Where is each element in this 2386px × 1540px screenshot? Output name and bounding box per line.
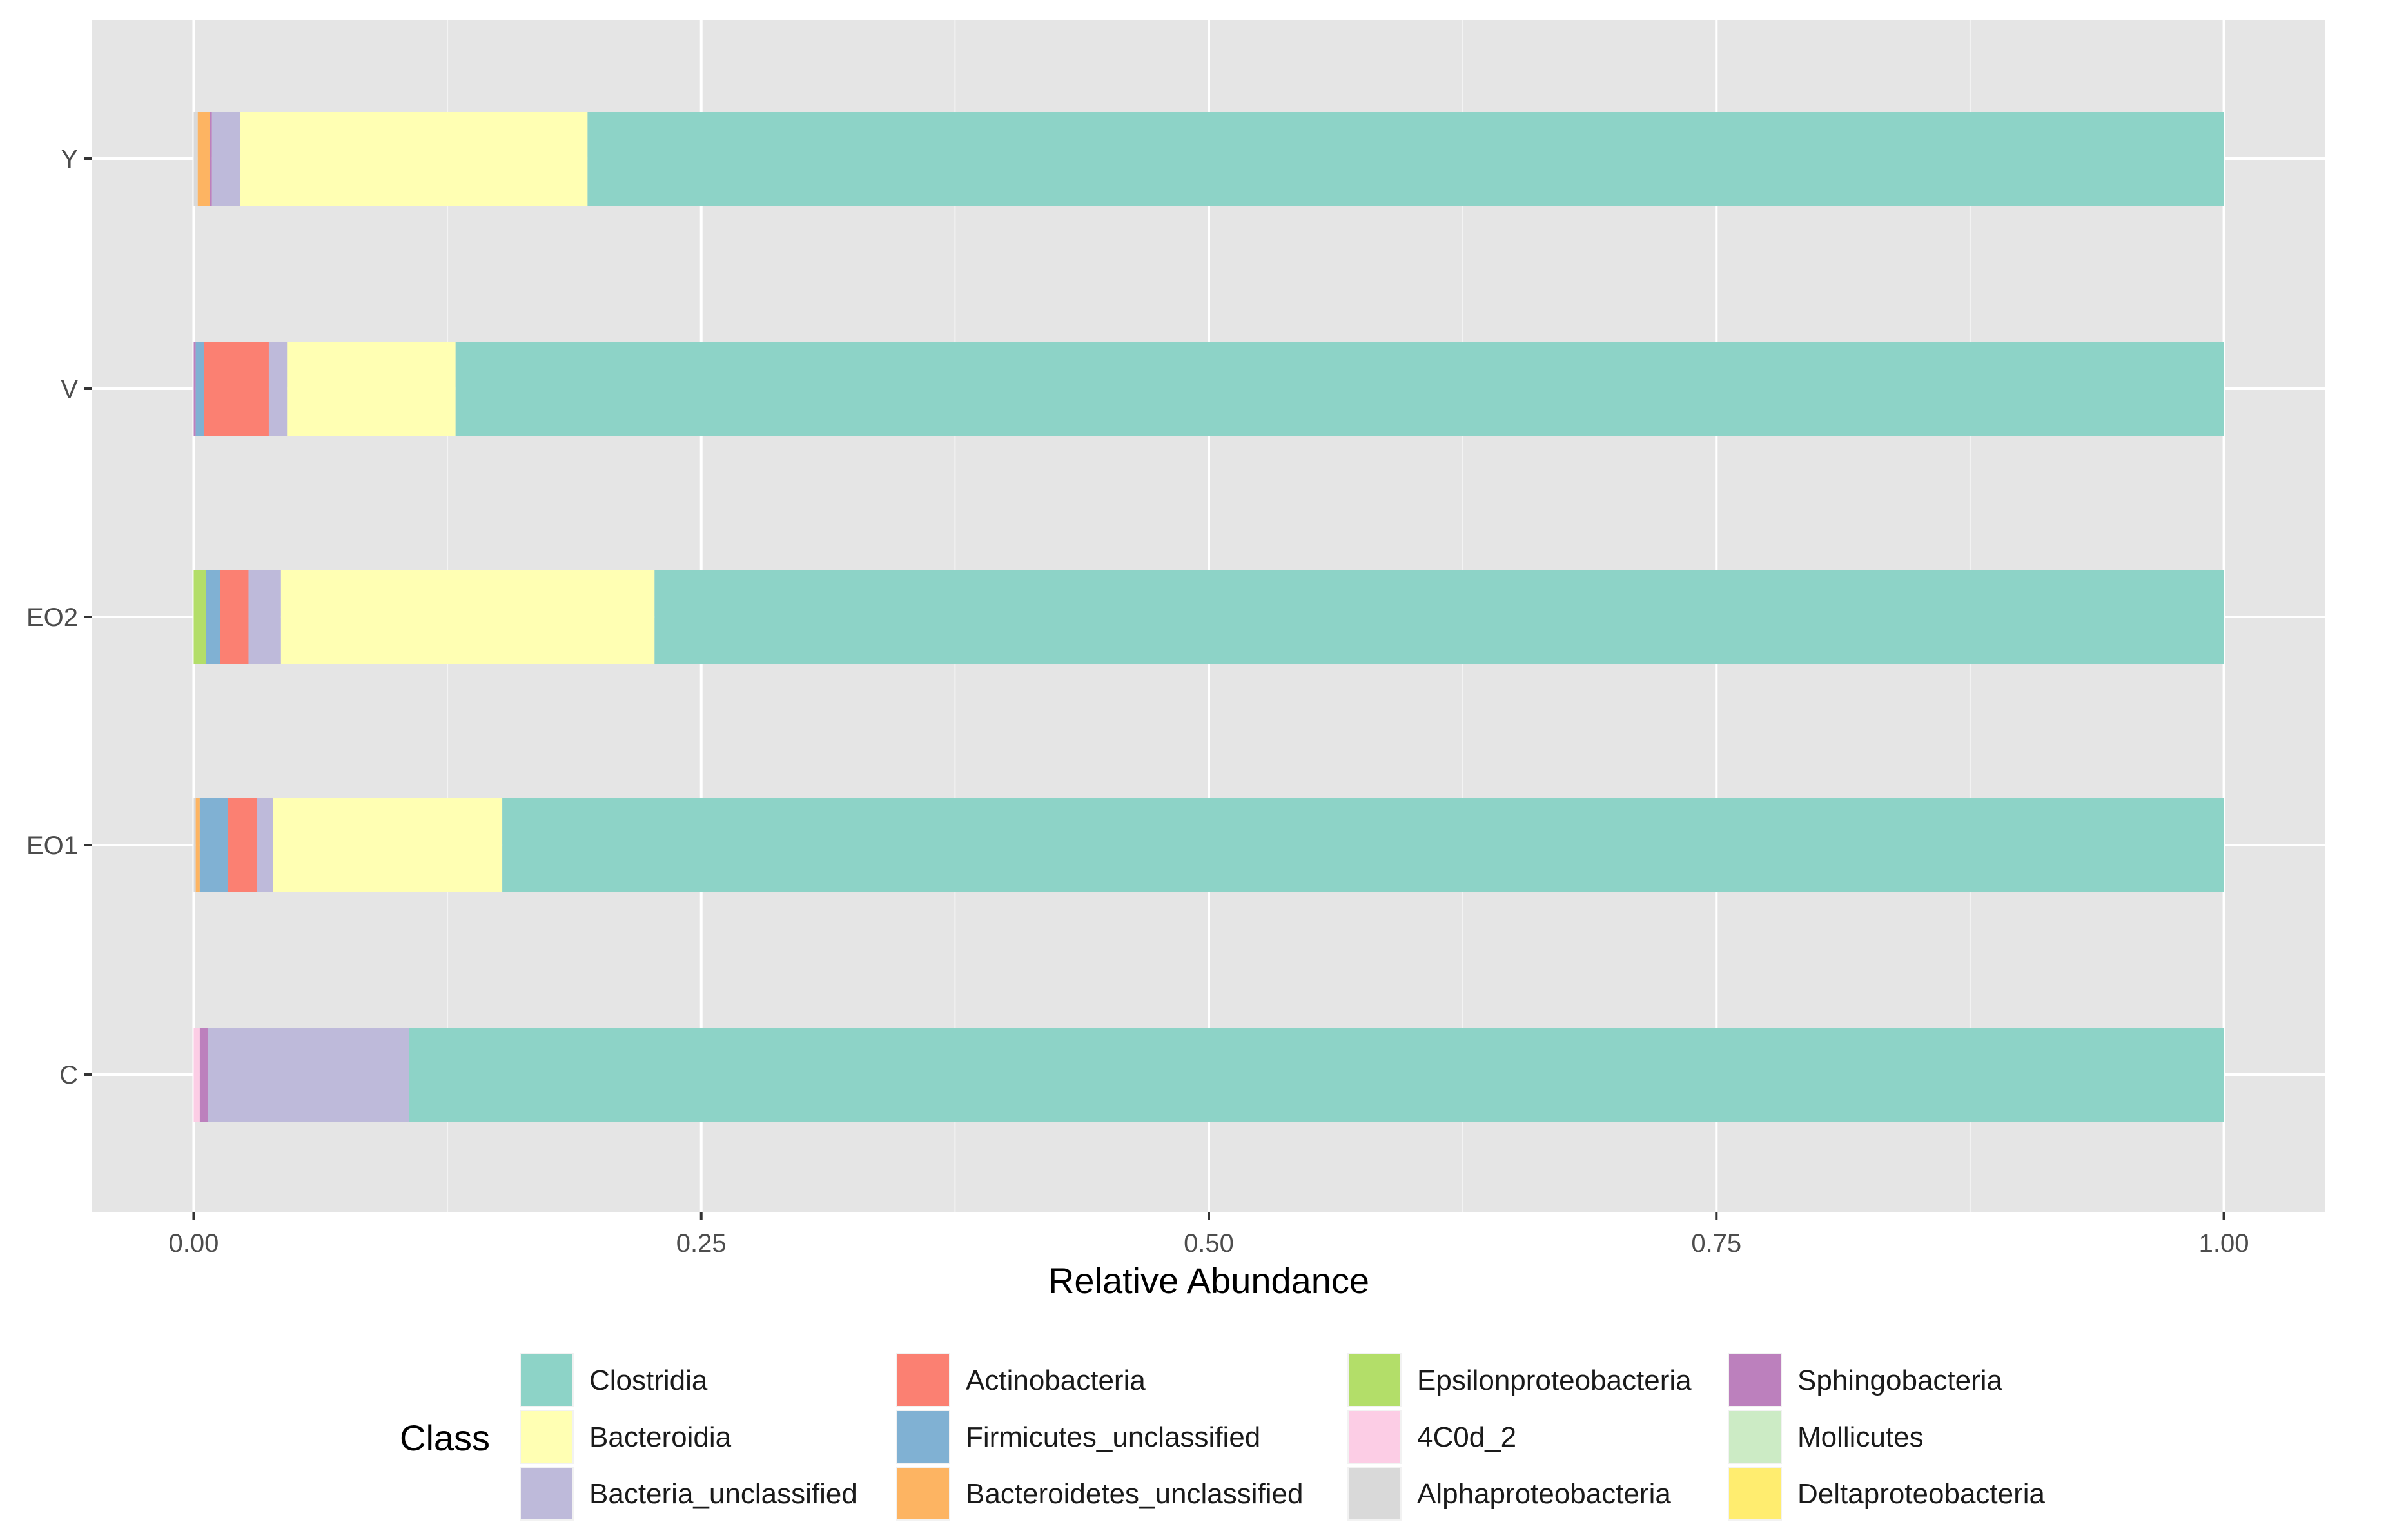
legend: Class Clostridia Bacteroidia Bacteria_uncl… [400, 1353, 2046, 1521]
bar-segment [502, 798, 2224, 892]
legend-label: Bacteroidia [589, 1421, 732, 1453]
legend-label: Mollicutes [1797, 1421, 1924, 1453]
bar-segment [211, 112, 240, 206]
legend-swatch [1349, 1411, 1400, 1463]
bar-segment [248, 570, 281, 664]
bar-segment [220, 570, 249, 664]
y-tick-label: EO2 [26, 603, 78, 632]
bar-segment [257, 798, 273, 892]
bar-segment [268, 342, 288, 436]
bar-segment [280, 570, 655, 664]
bar-segment [210, 112, 212, 206]
legend-swatch [897, 1354, 949, 1406]
bar-segment [195, 342, 204, 436]
legend-label: Firmicutes_unclassified [966, 1421, 1260, 1453]
bar-segment [193, 342, 196, 436]
legend-title: Class [400, 1418, 490, 1458]
bar-segment [273, 798, 503, 892]
bar-segment [193, 798, 196, 892]
bar-segment [587, 112, 2224, 206]
legend-swatch [1729, 1411, 1781, 1463]
bar-segment [208, 1028, 409, 1122]
y-axis: Y V EO2 EO1 C [26, 145, 92, 1089]
bar-segment [206, 570, 220, 664]
bar-segment [654, 570, 2224, 664]
x-tick-label: 0.75 [1691, 1229, 1741, 1258]
x-tick-label: 1.00 [2199, 1229, 2249, 1258]
legend-swatch [1349, 1354, 1400, 1406]
legend-swatch [1729, 1468, 1781, 1519]
legend-label: Alphaproteobacteria [1417, 1478, 1671, 1510]
legend-label: Bacteroidetes_unclassified [966, 1478, 1303, 1510]
legend-label: Deltaproteobacteria [1797, 1478, 2046, 1510]
x-tick-label: 0.00 [169, 1229, 219, 1258]
legend-swatch [1349, 1468, 1400, 1519]
legend-label: 4C0d_2 [1417, 1421, 1516, 1453]
x-axis-title: Relative Abundance [1048, 1260, 1369, 1301]
x-tick-label: 0.25 [676, 1229, 727, 1258]
bar-segment [240, 112, 588, 206]
bar-series [193, 112, 2224, 1122]
y-tick-label: C [59, 1061, 78, 1089]
legend-swatch [521, 1468, 572, 1519]
y-tick-label: V [61, 375, 78, 404]
bar-segment [455, 342, 2224, 436]
legend-swatch [521, 1354, 572, 1406]
bar-segment [193, 1028, 200, 1122]
y-tick-label: EO1 [26, 832, 78, 860]
legend-swatch [897, 1411, 949, 1463]
bar-segment [193, 570, 206, 664]
legend-swatch [521, 1411, 572, 1463]
x-tick-label: 0.50 [1184, 1229, 1234, 1258]
bar-segment [195, 798, 200, 892]
legend-swatch [897, 1468, 949, 1519]
x-axis: 0.00 0.25 0.50 0.75 1.00 [169, 1212, 2249, 1258]
bar-segment [228, 798, 257, 892]
legend-label: Epsilonproteobacteria [1417, 1365, 1692, 1396]
bar-segment [199, 1028, 208, 1122]
bar-segment [199, 798, 228, 892]
bar-segment [193, 112, 198, 206]
legend-label: Sphingobacteria [1797, 1365, 2003, 1396]
y-tick-label: Y [61, 145, 78, 173]
legend-label: Actinobacteria [966, 1365, 1146, 1396]
bar-segment [204, 342, 269, 436]
legend-swatch [1729, 1354, 1781, 1406]
bar-segment [197, 112, 210, 206]
bar-segment [287, 342, 456, 436]
legend-label: Bacteria_unclassified [589, 1478, 857, 1510]
legend-label: Clostridia [589, 1365, 708, 1396]
bar-segment [409, 1028, 2224, 1122]
